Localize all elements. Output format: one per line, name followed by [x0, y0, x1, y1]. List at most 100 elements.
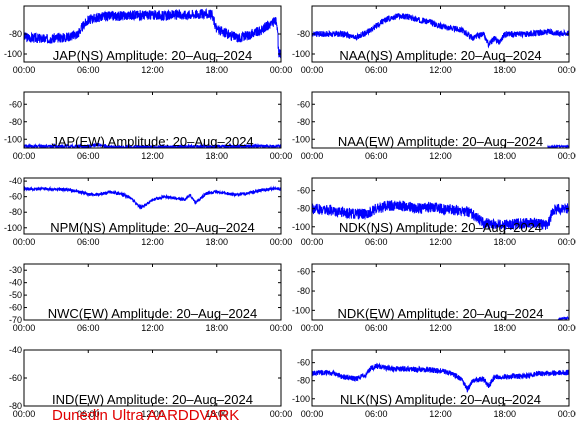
x-tick-label: 18:00	[205, 237, 228, 247]
x-tick-label: 06:00	[77, 409, 100, 419]
y-tick-label: -80	[9, 401, 22, 411]
y-tick-label: -70	[9, 315, 22, 325]
x-tick-label: 06:00	[77, 323, 100, 333]
x-tick-label: 12:00	[429, 323, 452, 333]
x-tick-label: 18:00	[205, 65, 228, 75]
y-tick-label: -100	[4, 223, 22, 233]
chart-panel-8: 00:00 06:00 12:00 18:00 00:00 -40 -60 -80 IND(EW…	[9, 345, 292, 419]
y-tick-label: -80	[297, 286, 310, 296]
x-tick-label: 12:00	[141, 65, 164, 75]
series-trace	[312, 362, 569, 393]
x-tick-label: 00:00	[558, 409, 576, 419]
chart-panel-9: 00:00 06:00 12:00 18:00 00:00 -60 -80 -100 NLK(N…	[292, 349, 576, 419]
x-tick-label: 12:00	[141, 151, 164, 161]
x-tick-label: 00:00	[13, 237, 36, 247]
chart-panel-3: 00:00 06:00 12:00 18:00 00:00 -60 -80 -100 NAA(E…	[292, 91, 576, 161]
panel-title: JAP(EW) Amplitude: 20–Aug–2024	[51, 134, 253, 149]
x-tick-label: 00:00	[301, 323, 324, 333]
x-tick-label: 18:00	[493, 65, 516, 75]
y-tick-label: -100	[4, 49, 22, 59]
y-tick-label: -80	[297, 376, 310, 386]
x-tick-label: 12:00	[141, 237, 164, 247]
y-tick-label: -60	[297, 267, 310, 277]
y-tick-label: -60	[9, 303, 22, 313]
y-tick-label: -30	[9, 265, 22, 275]
x-tick-label: 00:00	[558, 65, 576, 75]
x-tick-label: 00:00	[301, 409, 324, 419]
series-trace	[24, 7, 281, 59]
x-tick-label: 00:00	[270, 409, 293, 419]
x-tick-label: 18:00	[493, 409, 516, 419]
x-tick-label: 06:00	[365, 151, 388, 161]
y-tick-label: -60	[9, 373, 22, 383]
y-tick-label: -100	[4, 134, 22, 144]
x-tick-label: 06:00	[77, 65, 100, 75]
y-tick-label: -100	[292, 305, 310, 315]
y-tick-label: -40	[9, 345, 22, 355]
x-tick-label: 00:00	[301, 237, 324, 247]
x-tick-label: 18:00	[205, 151, 228, 161]
x-tick-label: 00:00	[558, 323, 576, 333]
panel-title: IND(EW) Amplitude: 20–Aug–2024	[52, 392, 253, 407]
y-tick-label: -100	[292, 134, 310, 144]
chart-panel-4: 00:00 06:00 12:00 18:00 00:00 -40 -60 -80 -100 NP…	[4, 176, 292, 247]
y-tick-label: -80	[297, 29, 310, 39]
panel-title: NWC(EW) Amplitude: 20–Aug–2024	[48, 306, 258, 321]
series-trace	[557, 315, 569, 320]
y-tick-label: -100	[292, 49, 310, 59]
x-tick-label: 12:00	[429, 409, 452, 419]
x-tick-label: 00:00	[13, 323, 36, 333]
y-tick-label: -80	[9, 117, 22, 127]
series-trace	[547, 143, 569, 148]
x-tick-label: 18:00	[205, 323, 228, 333]
x-tick-label: 06:00	[365, 323, 388, 333]
chart-panel-7: 00:00 06:00 12:00 18:00 00:00 -60 -80 -100 NDK(E…	[292, 263, 576, 333]
y-tick-label: -40	[9, 278, 22, 288]
x-tick-label: 18:00	[493, 237, 516, 247]
chart-panel-1: 00:00 06:00 12:00 18:00 00:00 -80 -100 NAA(NS) …	[292, 5, 576, 75]
panel-title: NDK(NS) Amplitude: 20–Aug–2024	[339, 220, 542, 235]
x-tick-label: 00:00	[13, 151, 36, 161]
x-tick-label: 00:00	[13, 65, 36, 75]
panel-title: NAA(NS) Amplitude: 20–Aug–2024	[339, 48, 541, 63]
x-tick-label: 06:00	[365, 237, 388, 247]
x-tick-label: 12:00	[429, 65, 452, 75]
x-tick-label: 12:00	[429, 151, 452, 161]
footer-credit: Dunedin Ultra AARDDVARK	[52, 407, 240, 424]
x-tick-label: 00:00	[558, 237, 576, 247]
x-tick-label: 06:00	[77, 151, 100, 161]
y-tick-label: -80	[297, 117, 310, 127]
y-tick-label: -60	[297, 99, 310, 109]
y-tick-label: -60	[9, 192, 22, 202]
x-tick-label: 18:00	[493, 323, 516, 333]
panel-title: NPM(NS) Amplitude: 20–Aug–2024	[50, 220, 255, 235]
x-tick-label: 12:00	[141, 323, 164, 333]
x-tick-label: 12:00	[141, 409, 164, 419]
x-tick-label: 00:00	[301, 151, 324, 161]
series-trace	[312, 12, 569, 49]
y-tick-label: -80	[297, 204, 310, 214]
y-tick-label: -40	[9, 176, 22, 186]
chart-panel-6: 00:00 06:00 12:00 18:00 00:00 -30 -40 -50 -60 -70…	[9, 263, 293, 333]
y-tick-label: -100	[292, 394, 310, 404]
x-tick-label: 18:00	[205, 409, 228, 419]
x-tick-label: 06:00	[365, 409, 388, 419]
x-tick-label: 00:00	[301, 65, 324, 75]
x-tick-label: 00:00	[270, 65, 293, 75]
x-tick-label: 12:00	[429, 237, 452, 247]
x-tick-label: 00:00	[558, 151, 576, 161]
x-tick-label: 06:00	[77, 237, 100, 247]
x-tick-label: 00:00	[13, 409, 36, 419]
x-tick-label: 18:00	[493, 151, 516, 161]
chart-panel-2: 00:00 06:00 12:00 18:00 00:00 -60 -80 -100 JAP(E…	[4, 91, 293, 161]
y-tick-label: -80	[9, 207, 22, 217]
panel-title: NDK(EW) Amplitude: 20–Aug–2024	[338, 306, 544, 321]
x-tick-label: 00:00	[270, 237, 293, 247]
x-tick-label: 00:00	[270, 151, 293, 161]
y-tick-label: -60	[297, 358, 310, 368]
x-tick-label: 00:00	[270, 323, 293, 333]
y-tick-label: -60	[297, 186, 310, 196]
y-tick-label: -50	[9, 290, 22, 300]
x-tick-label: 06:00	[365, 65, 388, 75]
